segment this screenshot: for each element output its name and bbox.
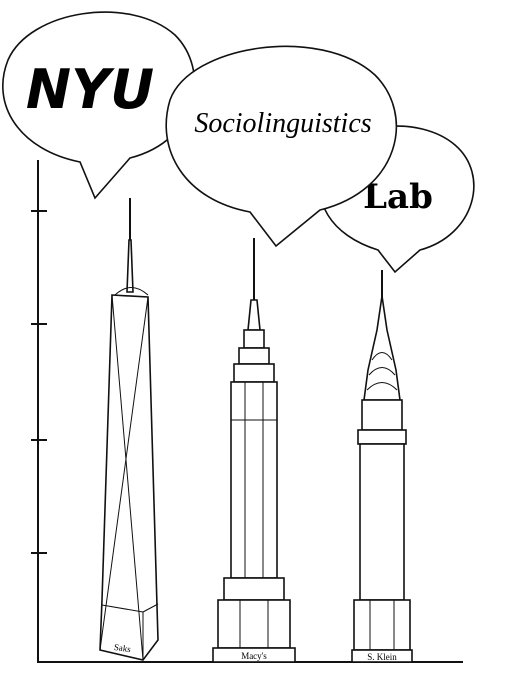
building-label: Saks	[113, 642, 132, 654]
bubble-nyu: NYU	[2, 11, 196, 200]
macys-tower: Macy's	[212, 238, 296, 663]
logo-text: NYU	[26, 58, 154, 121]
klein-tower: S. Klein	[351, 270, 413, 663]
building-label: S. Klein	[367, 652, 397, 662]
logo-text: Sociolinguistics	[194, 108, 371, 139]
building-label: Macy's	[241, 651, 267, 661]
logo-text: Lab	[363, 177, 433, 217]
saks-tower: Saks	[99, 198, 159, 661]
bubble-socio: Sociolinguistics	[165, 45, 398, 248]
